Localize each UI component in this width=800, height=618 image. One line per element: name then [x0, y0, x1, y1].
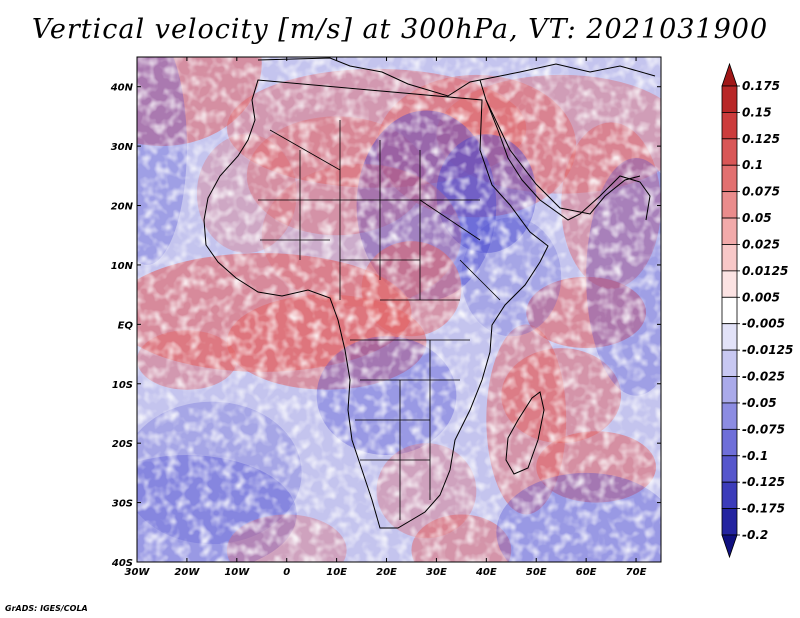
colorbar-box: [721, 428, 738, 457]
colorbar-box: [721, 138, 738, 166]
colorbar: 0.175 0.15 0.125 0.1 0.075 0.05 0.025 0.0125 0.0…: [721, 62, 793, 559]
velocity-field: [137, 57, 661, 562]
colorbar-label: -0.175: [742, 502, 785, 516]
field-texture: [137, 57, 661, 562]
lon-tick-label: 10W: [224, 567, 250, 578]
africa-coastline: [203, 57, 656, 529]
colorbar-label: -0.005: [742, 317, 785, 331]
lon-tick-label: 0: [283, 567, 290, 578]
colorbar-box: [721, 323, 738, 351]
lon-tick-label: 70E: [626, 567, 647, 578]
colorbar-bottom-triangle: [721, 534, 738, 559]
colorbar-box: [721, 217, 738, 245]
colorbar-label: 0.15: [742, 105, 772, 119]
colorbar-label: 0.075: [742, 185, 780, 199]
lat-tick-label: 30N: [111, 142, 134, 153]
colorbar-box: [721, 376, 738, 404]
lat-tick-label: 10S: [112, 380, 133, 391]
colorbar-box: [721, 481, 738, 509]
lat-tick-label: 30S: [112, 499, 133, 510]
lon-tick-label: 20E: [376, 567, 397, 578]
colorbar-box: [721, 164, 738, 193]
colorbar-top-triangle: [721, 62, 738, 87]
colorbar-label: 0.125: [742, 132, 780, 146]
colorbar-label: 0.175: [742, 79, 780, 93]
map-frame: [136, 56, 662, 563]
colorbar-label: 0.0125: [742, 264, 788, 278]
colorbar-label: -0.0125: [742, 343, 793, 357]
lat-tick-label: 10N: [111, 261, 134, 272]
colorbar-box: [721, 349, 738, 377]
colorbar-box: [721, 85, 738, 113]
colorbar-label: 0.025: [742, 237, 780, 251]
colorbar-label: -0.2: [742, 528, 768, 542]
colorbar-label: -0.025: [742, 370, 785, 384]
colorbar-label: -0.05: [742, 396, 777, 410]
colorbar-box: [721, 455, 738, 483]
lat-tick-label: 40S: [111, 558, 133, 569]
colorbar-box: [721, 508, 738, 536]
colorbar-box: [721, 112, 738, 140]
madagascar-coastline: [505, 391, 545, 475]
colorbar-label: 0.05: [742, 211, 772, 225]
country-borders: [258, 120, 501, 520]
colorbar-label: 0.005: [742, 290, 780, 304]
lon-tick-label: 10E: [326, 567, 347, 578]
colorbar-label: 0.1: [742, 158, 763, 172]
lat-tick-label: 20S: [112, 439, 133, 450]
lon-tick-label: 50E: [526, 567, 547, 578]
lat-tick-label: 20N: [111, 202, 134, 213]
map-title: Vertical velocity [m/s] at 300hPa, VT: 2…: [31, 14, 769, 45]
arabia-coastline: [485, 99, 641, 215]
lon-tick-label: 30E: [426, 567, 447, 578]
lon-tick-label: 60E: [576, 567, 597, 578]
lon-tick-label: 20W: [174, 567, 200, 578]
colorbar-box: [721, 296, 738, 325]
colorbar-label: -0.075: [742, 422, 785, 436]
lat-tick-label: 40N: [110, 83, 134, 94]
colorbar-box: [721, 270, 738, 298]
colorbar-box: [721, 191, 738, 219]
lon-tick-label: 30W: [125, 567, 151, 578]
coastlines: [203, 57, 656, 529]
lat-tick-label: EQ: [118, 320, 134, 331]
colorbar-box: [721, 402, 738, 430]
colorbar-label: -0.1: [742, 449, 768, 463]
credit-text: GrADS: IGES/COLA: [5, 604, 88, 613]
colorbar-label: -0.125: [742, 475, 785, 489]
colorbar-box: [721, 244, 738, 272]
lon-tick-label: 40E: [475, 567, 497, 578]
